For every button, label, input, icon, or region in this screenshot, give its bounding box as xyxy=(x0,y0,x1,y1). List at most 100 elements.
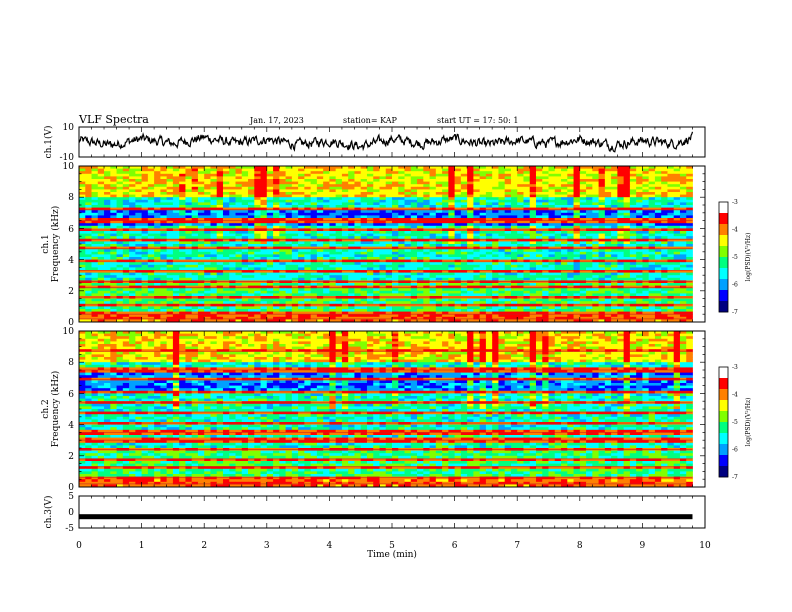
spectrogram-cell xyxy=(335,236,343,240)
spectrogram-cell xyxy=(341,189,349,193)
spectrogram-cell xyxy=(235,199,243,203)
spectrogram-cell xyxy=(254,272,261,276)
spectrogram-cell xyxy=(329,205,337,208)
spectrogram-cell xyxy=(448,215,455,219)
spectrogram-cell xyxy=(642,233,650,237)
spectrogram-cell xyxy=(423,192,430,195)
spectrogram-cell xyxy=(429,168,437,172)
spectrogram-cell xyxy=(79,238,86,242)
spectrogram-cell xyxy=(435,275,443,279)
spectrogram-cell xyxy=(679,277,687,281)
spectrogram-cell xyxy=(147,202,155,206)
spectrogram-cell xyxy=(473,218,481,221)
spectrogram-cell xyxy=(185,257,193,260)
spectrogram-cell xyxy=(498,171,506,175)
spectrogram-cell xyxy=(648,171,656,175)
spectrogram-cell xyxy=(554,283,562,286)
spectrogram-cell xyxy=(179,194,186,198)
spectrogram-cell xyxy=(154,272,161,276)
spectrogram-cell xyxy=(404,236,412,240)
spectrogram-cell xyxy=(586,251,593,255)
spectrogram-cell xyxy=(335,262,343,266)
spectrogram-cell xyxy=(185,168,193,172)
spectrogram-cell xyxy=(179,223,186,227)
spectrogram-cell xyxy=(166,231,174,234)
spectrogram-cell xyxy=(291,171,299,175)
spectrogram-cell xyxy=(404,296,412,299)
spectrogram-cell xyxy=(191,288,199,292)
spectrogram-cell xyxy=(166,218,174,221)
spectrogram-cell xyxy=(341,275,349,279)
spectrogram-cell xyxy=(273,262,280,266)
spectrogram-cell xyxy=(91,290,99,294)
spectrogram-cell xyxy=(686,272,693,276)
spectrogram-cell xyxy=(686,181,693,185)
spectrogram-cell xyxy=(473,207,481,211)
spectrogram-cell xyxy=(379,218,387,221)
spectrogram-cell xyxy=(260,290,268,294)
spectrogram-cell xyxy=(279,249,286,253)
spectrogram-cell xyxy=(185,199,193,203)
spectrogram-cell xyxy=(260,225,268,229)
spectrogram-cell xyxy=(135,212,142,216)
spectrogram-cell xyxy=(504,218,512,221)
spectrogram-cell xyxy=(611,236,618,240)
spectrogram-cell xyxy=(279,176,286,180)
spectrogram-cell xyxy=(623,236,631,240)
spectrogram-cell xyxy=(335,225,343,229)
spectrogram-cell xyxy=(91,215,99,219)
spectrogram-cell xyxy=(673,238,681,242)
spectrogram-cell xyxy=(216,244,224,247)
spectrogram-cell xyxy=(442,283,449,286)
spectrogram-cell xyxy=(160,223,168,227)
spectrogram-cell xyxy=(435,223,443,227)
spectrogram-cell xyxy=(122,257,130,260)
spectrogram-cell xyxy=(423,197,430,201)
spectrogram-cell xyxy=(216,215,224,219)
spectrogram-cell xyxy=(110,184,117,188)
spectrogram-cell xyxy=(623,254,631,258)
spectrogram-cell xyxy=(654,275,662,279)
spectrogram-cell xyxy=(273,202,280,206)
spectrogram-cell xyxy=(554,223,562,227)
spectrogram-cell xyxy=(141,166,149,169)
spectrogram-cell xyxy=(385,192,393,195)
spectrogram-cell xyxy=(172,176,180,180)
spectrogram-cell xyxy=(354,270,362,273)
spectrogram-cell xyxy=(166,186,174,190)
spectrogram-cell xyxy=(91,270,99,273)
spectrogram-cell xyxy=(448,277,455,281)
spectrogram-cell xyxy=(679,241,687,245)
spectrogram-cell xyxy=(91,283,99,286)
spectrogram-cell xyxy=(341,257,349,260)
spectrogram-cell xyxy=(248,199,255,203)
spectrogram-cell xyxy=(204,168,211,172)
spectrogram-cell xyxy=(229,283,236,286)
spectrogram-cell xyxy=(273,290,280,294)
spectrogram-cell xyxy=(679,202,687,206)
spectrogram-cell xyxy=(535,225,543,229)
spectrogram-cell xyxy=(617,176,625,180)
spectrogram-cell xyxy=(104,181,111,185)
spectrogram-cell xyxy=(679,189,687,193)
spectrogram-cell xyxy=(204,270,211,273)
spectrogram-cell xyxy=(636,262,643,266)
spectrogram-cell xyxy=(667,186,675,190)
spectrogram-cell xyxy=(329,293,337,297)
spectrogram-cell xyxy=(654,270,662,273)
spectrogram-cell xyxy=(629,249,637,253)
spectrogram-cell xyxy=(454,241,462,245)
spectrogram-cell xyxy=(254,275,261,279)
spectrogram-cell xyxy=(404,197,412,201)
spectrogram-cell xyxy=(197,231,205,234)
spectrogram-cell xyxy=(579,296,587,299)
spectrogram-cell xyxy=(266,285,274,289)
spectrogram-cell xyxy=(679,220,687,224)
spectrogram-cell xyxy=(379,189,387,193)
spectrogram-cell xyxy=(442,231,449,234)
spectrogram-cell xyxy=(636,207,643,211)
spectrogram-cell xyxy=(492,254,499,258)
spectrogram-cell xyxy=(479,246,487,250)
spectrogram-cell xyxy=(586,207,593,211)
spectrogram-cell xyxy=(135,166,142,169)
